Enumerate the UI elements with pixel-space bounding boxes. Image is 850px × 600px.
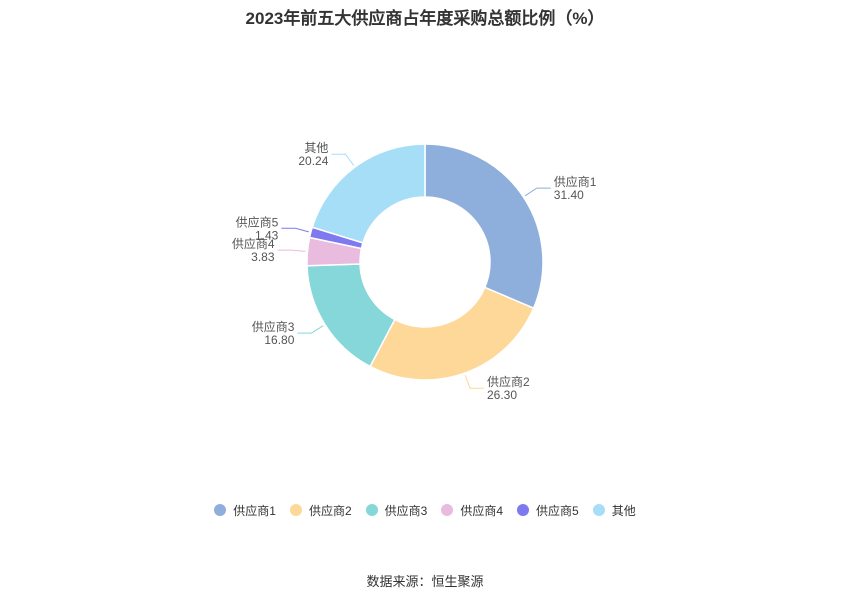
slice-label: 供应商3 [252, 319, 295, 334]
slice-value-label: 26.30 [487, 388, 517, 402]
slice-label: 供应商4 [232, 236, 275, 251]
leader-line [281, 227, 309, 233]
legend-marker [289, 504, 302, 516]
legend-item[interactable]: 供应商1 [214, 502, 276, 519]
legend-label: 其他 [611, 503, 636, 518]
slice-2[interactable] [369, 286, 535, 381]
legend-item[interactable]: 供应商2 [289, 502, 352, 519]
legend-item[interactable]: 供应商3 [365, 502, 428, 519]
slice-label: 供应商2 [487, 374, 530, 389]
slice-label: 供应商5 [236, 214, 279, 229]
leader-line [524, 187, 551, 197]
slice-6[interactable] [311, 143, 426, 244]
legend-label: 供应商1 [233, 503, 276, 518]
slice-label: 其他 [304, 141, 328, 155]
legend-item[interactable]: 供应商4 [441, 502, 503, 519]
slice-value-label: 16.80 [264, 333, 294, 347]
leader-line [331, 153, 355, 166]
legend-label: 供应商3 [384, 503, 428, 518]
leader-line [297, 325, 324, 334]
slice-value-label: 1.43 [255, 228, 279, 242]
legend-marker [365, 504, 378, 516]
legend-label: 供应商5 [536, 503, 579, 518]
legend-marker [592, 504, 605, 516]
data-source-note: 数据来源：恒生聚源 [366, 574, 484, 589]
slice-label: 供应商1 [554, 174, 597, 189]
legend-item[interactable]: 其他 [592, 502, 636, 519]
legend-item[interactable]: 供应商5 [517, 502, 579, 519]
slice-value-label: 20.24 [298, 154, 328, 168]
chart-title: 2023年前五大供应商占年度采购总额比例（%） [245, 9, 605, 28]
slice-value-label: 31.40 [554, 188, 584, 202]
slice-value-label: 3.83 [251, 250, 275, 264]
legend-marker [441, 504, 454, 516]
legend-marker [517, 504, 530, 516]
leader-line [464, 374, 484, 389]
legend: 供应商1 供应商2 供应商3 供应商4 供应商5 其他 [0, 500, 850, 520]
legend-marker [214, 504, 227, 516]
slice-1[interactable] [424, 143, 544, 310]
leader-line [277, 249, 306, 252]
legend-label: 供应商2 [308, 503, 352, 518]
legend-label: 供应商4 [460, 503, 504, 518]
